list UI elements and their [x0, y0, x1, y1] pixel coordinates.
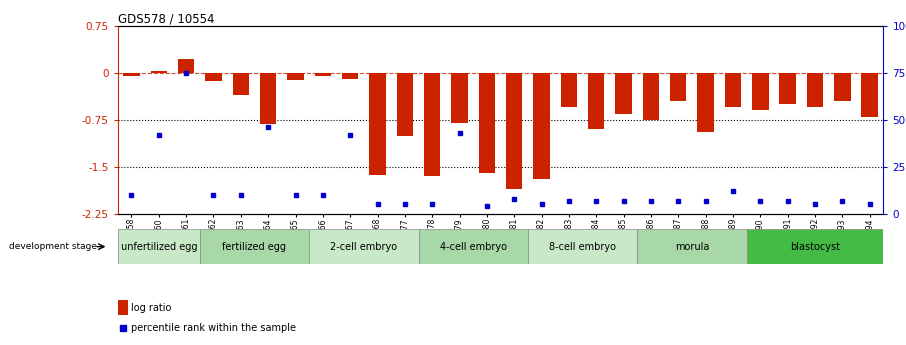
Text: percentile rank within the sample: percentile rank within the sample — [131, 323, 296, 333]
Bar — [123, 73, 140, 76]
Bar — [478, 73, 495, 173]
Bar — [834, 73, 851, 101]
Bar — [534, 73, 550, 179]
Bar — [200, 229, 309, 264]
Bar — [150, 71, 167, 73]
Bar — [725, 73, 741, 107]
Bar — [370, 73, 386, 175]
Bar — [118, 300, 128, 315]
Bar — [779, 73, 795, 104]
Bar — [342, 73, 359, 79]
Bar — [561, 73, 577, 107]
Bar — [397, 73, 413, 136]
Text: morula: morula — [675, 242, 709, 252]
Bar — [670, 73, 687, 101]
Bar — [260, 73, 276, 124]
Bar — [807, 73, 824, 107]
Bar — [528, 229, 637, 264]
Bar — [752, 73, 768, 110]
Bar — [233, 73, 249, 95]
Bar — [178, 59, 195, 73]
Text: 4-cell embryo: 4-cell embryo — [439, 242, 506, 252]
Text: 2-cell embryo: 2-cell embryo — [331, 242, 398, 252]
Text: development stage: development stage — [9, 242, 97, 251]
Bar — [615, 73, 631, 114]
Bar — [862, 73, 878, 117]
Bar — [451, 73, 467, 123]
Text: unfertilized egg: unfertilized egg — [120, 242, 197, 252]
Bar — [506, 73, 523, 189]
Text: 8-cell embryo: 8-cell embryo — [549, 242, 616, 252]
Bar — [287, 73, 304, 80]
Text: GDS578 / 10554: GDS578 / 10554 — [118, 13, 215, 26]
Text: blastocyst: blastocyst — [790, 242, 840, 252]
Bar — [206, 73, 222, 81]
Text: fertilized egg: fertilized egg — [223, 242, 286, 252]
Bar — [637, 229, 747, 264]
Bar — [747, 229, 883, 264]
Text: log ratio: log ratio — [131, 303, 172, 313]
Bar — [419, 229, 528, 264]
Bar — [118, 229, 200, 264]
Bar — [642, 73, 660, 120]
Bar — [314, 73, 331, 76]
Bar — [424, 73, 440, 176]
Bar — [588, 73, 604, 129]
Bar — [698, 73, 714, 132]
Bar — [309, 229, 419, 264]
